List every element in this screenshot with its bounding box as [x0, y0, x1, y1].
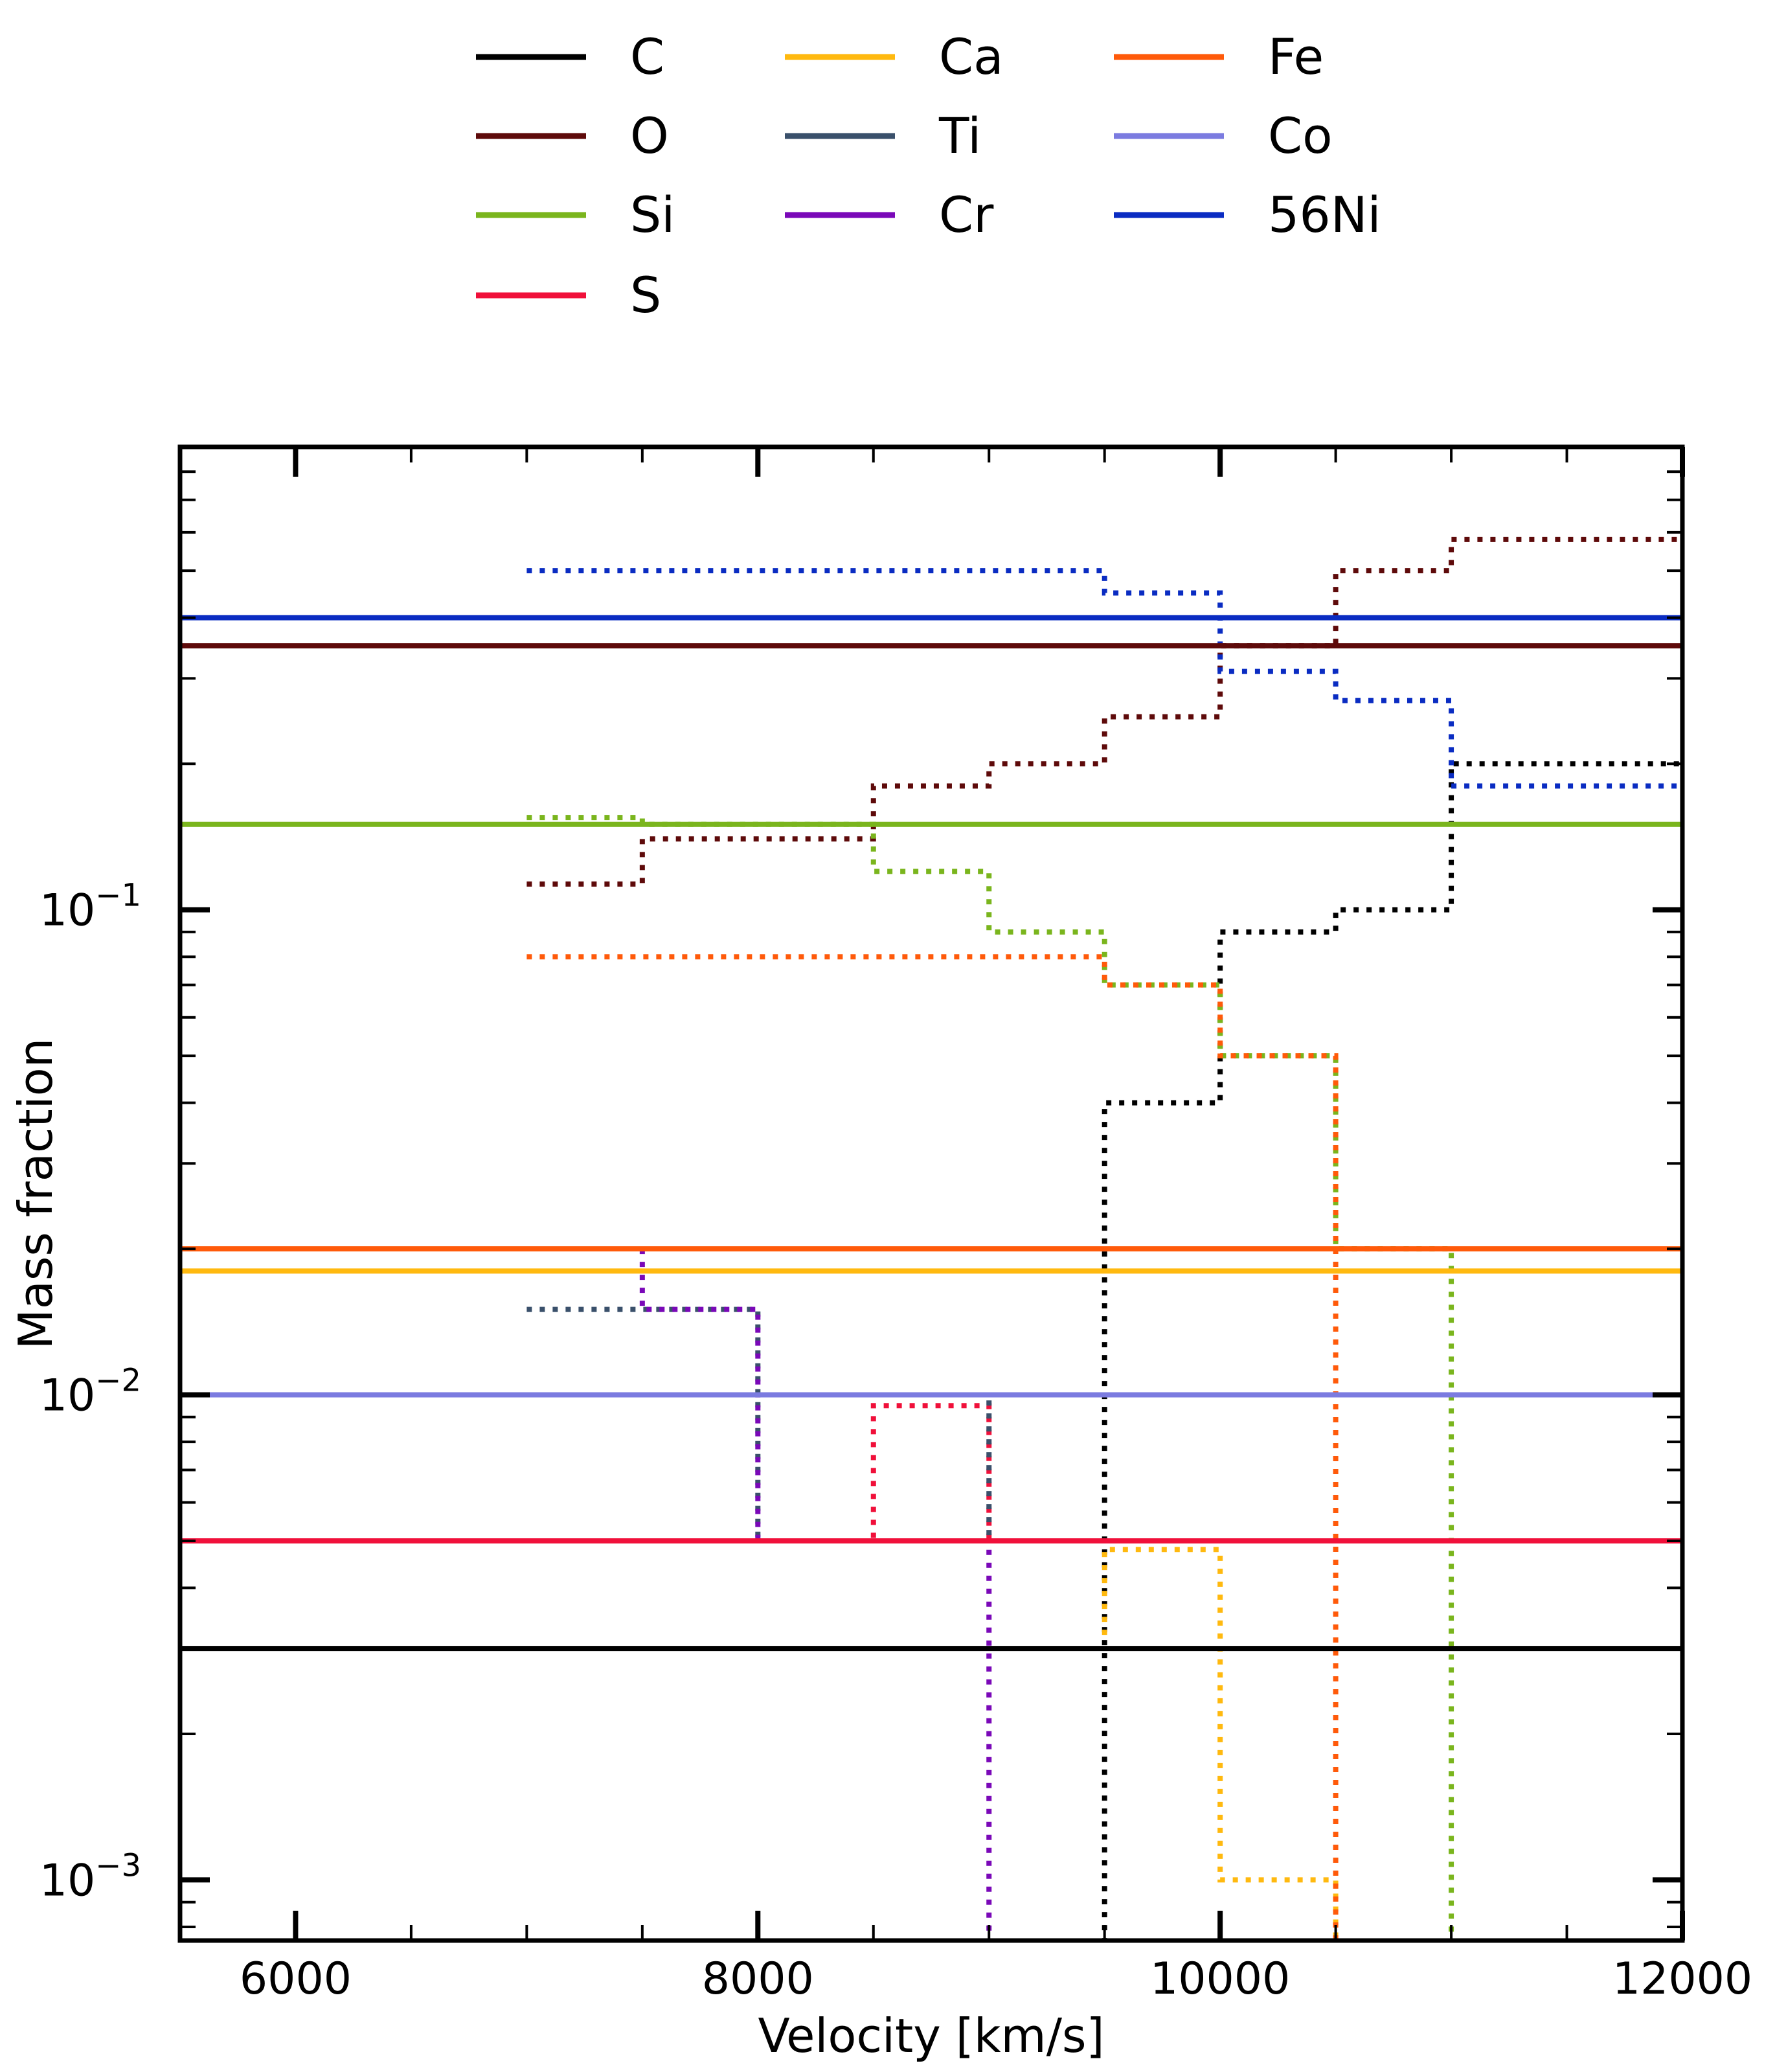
series-o-step-line — [526, 536, 1682, 887]
legend-label-ca: Ca — [939, 28, 1004, 85]
series-s-step-line — [526, 1403, 992, 1543]
x-tick-label: 8000 — [702, 1953, 814, 2005]
y-tick-label: 10−3 — [40, 1847, 141, 1906]
legend-label-si: Si — [630, 186, 675, 244]
y-tick-exponent: −1 — [95, 878, 141, 914]
legend-label-56ni: 56Ni — [1268, 186, 1381, 244]
x-tick-label: 10000 — [1150, 1953, 1290, 2005]
series-cr-step-line — [639, 1249, 992, 1941]
series-56ni-step-line — [526, 568, 1682, 789]
legend-label-s: S — [630, 266, 661, 324]
legend-label-fe: Fe — [1268, 28, 1324, 85]
legend-label-co: Co — [1268, 107, 1333, 165]
legend: CO Si S Ca Ti Cr Fe Co 56Ni — [476, 28, 1381, 324]
plot-area — [180, 536, 1682, 1941]
x-axis-label: Velocity [km/s] — [758, 2009, 1104, 2063]
series-ca-step-line — [1102, 1547, 1339, 1941]
axes: 6000 8000 10000 12000 10−3 10−2 10−1 Velocity [… — [8, 444, 1752, 2063]
y-tick-exponent: −3 — [95, 1847, 141, 1884]
series-fe-step-line — [526, 954, 1339, 1941]
legend-label-ti: Ti — [938, 107, 981, 165]
x-tick-label: 6000 — [240, 1953, 352, 2005]
y-tick-exponent: −2 — [95, 1363, 141, 1399]
y-axis-label: Mass fraction — [8, 1038, 63, 1350]
series-c-step-line — [1102, 761, 1682, 1941]
y-tick-label: 10−2 — [40, 1363, 141, 1422]
legend-label-cr: Cr — [939, 186, 994, 244]
legend-label-c: C — [630, 28, 664, 85]
y-tick-label: 10−1 — [40, 878, 141, 937]
legend-label-o: O — [630, 107, 669, 165]
plot-frame — [177, 444, 1685, 1943]
x-tick-label: 12000 — [1612, 1953, 1752, 2005]
